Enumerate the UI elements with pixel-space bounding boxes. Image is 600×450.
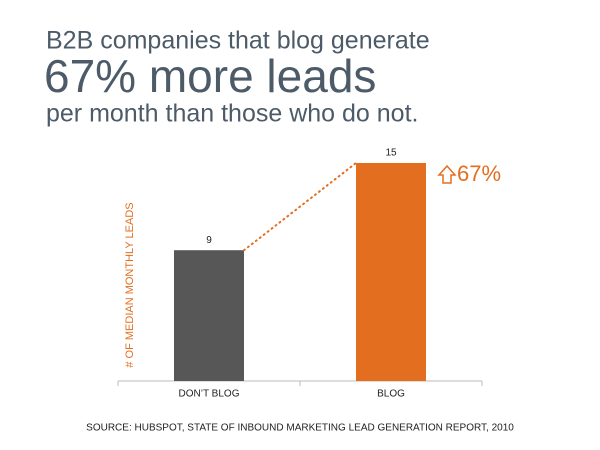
value-label: 15: [385, 148, 397, 159]
up-arrow-icon: [437, 164, 457, 184]
x-tick-label: DON’T BLOG: [179, 389, 240, 400]
annotation: 67%: [457, 161, 501, 186]
connector: [243, 162, 357, 252]
bar: [174, 250, 244, 381]
bar: [356, 163, 426, 381]
y-axis-label: # OF MEDIAN MONTHLY LEADS: [124, 202, 136, 367]
source-note: SOURCE: HUBSPOT, STATE OF INBOUND MARKET…: [86, 423, 514, 434]
chart-subtitle: per month than those who do not.: [46, 100, 418, 128]
chart-title: B2B companies that blog generate: [46, 27, 430, 55]
x-tick-label: BLOG: [377, 389, 405, 400]
value-label: 9: [206, 235, 212, 246]
chart-headline: 67% more leads: [44, 50, 376, 102]
